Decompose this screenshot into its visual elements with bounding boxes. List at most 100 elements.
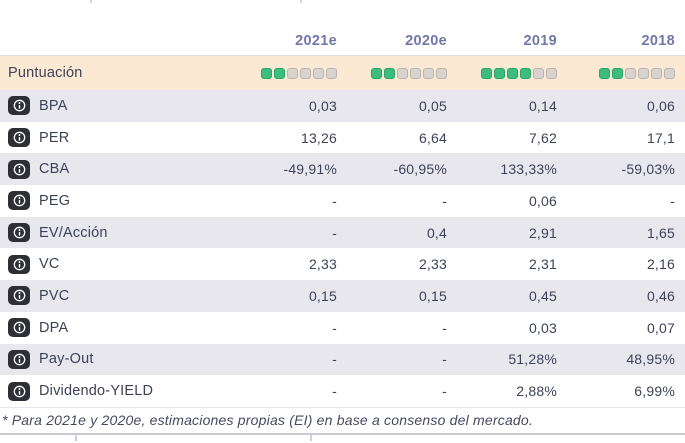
score-square-empty xyxy=(397,67,408,79)
info-icon[interactable] xyxy=(8,191,30,211)
crop-artifact-tick xyxy=(310,434,312,441)
cell-value: - xyxy=(332,224,337,241)
score-square-filled xyxy=(274,67,285,79)
score-squares xyxy=(170,67,342,79)
score-square-filled xyxy=(520,67,531,79)
score-square-empty xyxy=(664,67,675,79)
cell-value: 7,62 xyxy=(528,129,557,146)
cell-value: 2,88% xyxy=(516,383,557,400)
score-row: Puntuación xyxy=(0,56,685,90)
table-row: PEG - - 0,06 - xyxy=(0,185,685,217)
info-icon[interactable] xyxy=(8,254,30,274)
column-header-2018: 2018 xyxy=(641,32,675,49)
table-row: EV/Acción - 0,4 2,91 1,65 xyxy=(0,216,685,249)
info-icon[interactable] xyxy=(8,318,30,338)
score-square-empty xyxy=(300,67,311,79)
cell-value: - xyxy=(332,192,337,209)
cell-value: 0,45 xyxy=(528,287,557,304)
score-squares xyxy=(342,67,452,79)
cell-value: 0,06 xyxy=(528,192,557,209)
score-squares xyxy=(562,67,685,79)
crop-artifact-tick xyxy=(75,434,77,441)
cell-value: - xyxy=(442,192,447,209)
cell-value: 0,06 xyxy=(646,97,675,114)
row-label: CBA xyxy=(39,161,70,178)
score-square-empty xyxy=(313,67,324,79)
score-square-filled xyxy=(494,67,505,79)
table-row: PVC 0,15 0,15 0,45 0,46 xyxy=(0,280,685,312)
row-label: PER xyxy=(39,129,70,146)
table-row: VC 2,33 2,33 2,31 2,16 xyxy=(0,248,685,281)
score-square-filled xyxy=(599,67,610,79)
score-square-filled xyxy=(481,67,492,79)
crop-artifact-tick xyxy=(90,0,92,3)
score-square-filled xyxy=(612,67,623,79)
row-label: PVC xyxy=(39,287,70,304)
cell-value: 0,07 xyxy=(646,319,675,336)
column-header-2020e: 2020e xyxy=(405,32,447,49)
cell-value: 51,28% xyxy=(508,351,557,368)
cell-value: 2,33 xyxy=(308,256,337,273)
cell-value: -49,91% xyxy=(283,161,337,178)
table-row: PER 13,26 6,64 7,62 17,1 xyxy=(0,121,685,154)
cell-value: -59,03% xyxy=(621,161,675,178)
row-label: Pay-Out xyxy=(39,351,94,368)
cell-value: 0,15 xyxy=(308,287,337,304)
score-square-empty xyxy=(546,67,557,79)
info-icon[interactable] xyxy=(8,128,30,148)
row-label: BPA xyxy=(39,97,68,114)
table-row: CBA -49,91% -60,95% 133,33% -59,03% xyxy=(0,153,685,186)
info-icon[interactable] xyxy=(8,349,30,369)
table-row: BPA 0,03 0,05 0,14 0,06 xyxy=(0,90,685,122)
info-icon[interactable] xyxy=(8,286,30,306)
info-icon[interactable] xyxy=(8,96,30,116)
cell-value: 6,99% xyxy=(634,383,675,400)
cell-value: 2,33 xyxy=(418,256,447,273)
score-square-filled xyxy=(261,67,272,79)
cell-value: 1,65 xyxy=(646,224,675,241)
footnote: * Para 2021e y 2020e, estimaciones propi… xyxy=(0,406,685,435)
score-square-filled xyxy=(384,67,395,79)
score-square-empty xyxy=(436,67,447,79)
score-square-empty xyxy=(651,67,662,79)
score-square-filled xyxy=(371,67,382,79)
table-row: DPA - - 0,03 0,07 xyxy=(0,311,685,344)
score-squares xyxy=(452,67,562,79)
table-body: BPA 0,03 0,05 0,14 0,06 PER 13,26 6,64 7,62 17,1 C… xyxy=(0,90,685,407)
cell-value: 2,91 xyxy=(528,224,557,241)
cell-value: - xyxy=(442,319,447,336)
score-square-empty xyxy=(423,67,434,79)
cell-value: - xyxy=(332,351,337,368)
cell-value: 0,15 xyxy=(418,287,447,304)
column-header-2021e: 2021e xyxy=(295,32,337,49)
score-square-empty xyxy=(326,67,337,79)
cell-value: 133,33% xyxy=(500,161,557,178)
score-square-empty xyxy=(638,67,649,79)
cell-value: 0,4 xyxy=(426,224,447,241)
info-icon[interactable] xyxy=(8,159,30,179)
cell-value: 0,03 xyxy=(528,319,557,336)
score-square-empty xyxy=(533,67,544,79)
cell-value: - xyxy=(670,192,675,209)
cell-value: 13,26 xyxy=(300,129,337,146)
cell-value: - xyxy=(442,351,447,368)
info-icon[interactable] xyxy=(8,381,30,401)
cell-value: - xyxy=(332,383,337,400)
table-header-row: 2021e 2020e 2019 2018 xyxy=(0,0,685,56)
row-label: Dividendo-YIELD xyxy=(39,383,154,400)
column-header-2019: 2019 xyxy=(523,32,557,49)
crop-artifact-tick xyxy=(300,0,302,3)
cell-value: 0,14 xyxy=(528,97,557,114)
table-row: Dividendo-YIELD - - 2,88% 6,99% xyxy=(0,375,685,407)
cell-value: 48,95% xyxy=(626,351,675,368)
cell-value: 2,16 xyxy=(646,256,675,273)
score-square-empty xyxy=(625,67,636,79)
cell-value: 17,1 xyxy=(646,129,675,146)
row-label: EV/Acción xyxy=(39,224,108,241)
row-label: DPA xyxy=(39,319,69,336)
cell-value: 6,64 xyxy=(418,129,447,146)
cell-value: 0,46 xyxy=(646,287,675,304)
info-icon[interactable] xyxy=(8,223,30,243)
cell-value: 2,31 xyxy=(528,256,557,273)
